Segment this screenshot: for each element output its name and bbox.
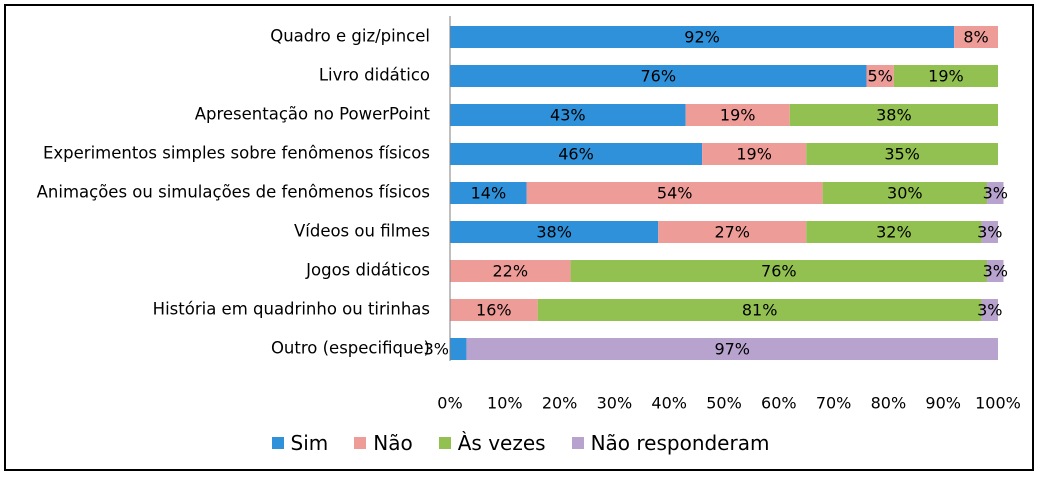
legend-item: Sim [271,431,329,455]
data-label: 76% [761,262,797,281]
x-tick-label: 90% [925,394,961,413]
bar-segment [450,221,659,243]
category-label: Apresentação no PowerPoint [195,105,431,124]
data-label: 76% [640,67,676,86]
legend-swatch [354,437,367,449]
data-label: 46% [558,145,594,164]
legend-item: Não responderam [571,431,770,455]
bar-segment [570,260,988,282]
legend-label: Não [373,431,413,455]
bar-segment [685,104,790,126]
bar-segment [981,299,998,321]
data-label: 3% [977,301,1002,320]
x-tick-label: 100% [975,394,1021,413]
bar-segment [526,182,823,204]
data-label: 81% [742,301,778,320]
category-label: Animações ou simulações de fenômenos fís… [37,183,430,202]
data-label: 3% [983,184,1008,203]
bar-segment [981,221,998,243]
data-label: 8% [963,28,988,47]
bar-segment [450,143,703,165]
bar-segment [806,221,982,243]
category-label: Experimentos simples sobre fenômenos fís… [43,144,430,163]
bar-segment [450,182,527,204]
legend-swatch [438,437,451,449]
bar-segment [866,65,894,87]
data-label: 3% [977,223,1002,242]
legend-label: Sim [290,431,329,455]
x-tick-label: 20% [542,394,578,413]
x-tick-label: 60% [761,394,797,413]
data-label: 92% [684,28,720,47]
data-label: 19% [720,106,756,125]
data-label: 3% [424,340,449,359]
bar-segment [822,182,988,204]
legend-swatch [571,437,584,449]
legend-item: Não [354,431,413,455]
data-label: 22% [492,262,528,281]
legend-item: Às vezes [438,431,546,455]
x-tick-label: 80% [871,394,907,413]
bar-segment [466,338,998,360]
x-tick-label: 70% [816,394,852,413]
bar-segment [893,65,998,87]
data-label: 27% [714,223,750,242]
category-label: Jogos didáticos [305,261,430,280]
data-label: 3% [983,262,1008,281]
bar-segment [789,104,998,126]
bar-segment [450,104,686,126]
data-label: 35% [884,145,920,164]
data-label: 38% [536,223,572,242]
data-label: 14% [471,184,507,203]
bar-segment [658,221,807,243]
data-label: 32% [876,223,912,242]
data-label: 16% [476,301,512,320]
bar-segment [450,65,867,87]
category-label: Outro (especifique) [271,339,430,358]
data-label: 38% [876,106,912,125]
bar-segment [987,182,1004,204]
category-label: História em quadrinho ou tirinhas [153,300,430,319]
bar-segment [537,299,982,321]
data-label: 5% [867,67,892,86]
bar-segment [987,260,1004,282]
data-label: 19% [928,67,964,86]
bar-segment [450,260,571,282]
legend-label: Não responderam [590,431,770,455]
legend-swatch [271,437,284,449]
data-label: 30% [887,184,923,203]
x-tick-label: 40% [651,394,687,413]
x-tick-label: 0% [437,394,462,413]
bar-segment [806,143,998,165]
bar-segment [702,143,807,165]
bar-segment [954,26,998,48]
x-tick-label: 10% [487,394,523,413]
data-label: 43% [550,106,586,125]
bar-segment [450,26,955,48]
category-label: Livro didático [319,66,430,85]
bar-segment [450,338,467,360]
legend-label: Às vezes [457,431,546,455]
chart-legend: Sim Não Às vezes Não responderam [0,428,1041,458]
category-label: Quadro e giz/pincel [270,27,430,46]
data-label: 19% [736,145,772,164]
x-tick-label: 30% [597,394,633,413]
x-tick-label: 50% [706,394,742,413]
bar-segment [450,299,538,321]
data-label: 97% [714,340,750,359]
category-label: Vídeos ou filmes [294,222,430,241]
data-label: 54% [657,184,693,203]
